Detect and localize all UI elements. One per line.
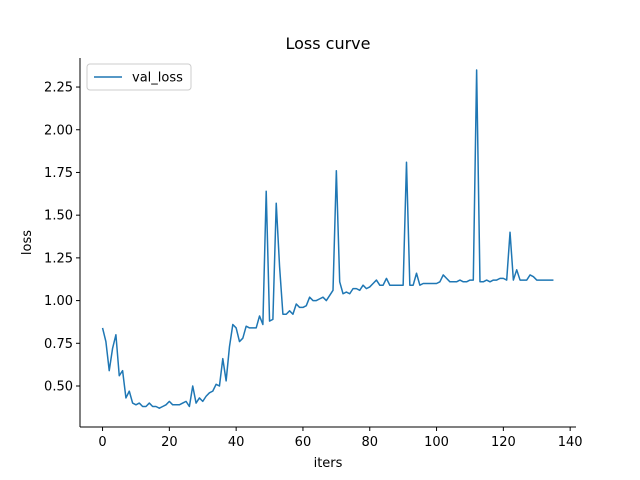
y-tick-label: 0.75 xyxy=(44,337,73,352)
y-tick-label: 2.00 xyxy=(44,123,73,138)
x-ticks: 0 20 40 60 80 100 120 140 xyxy=(98,427,583,450)
y-tick-label: 1.25 xyxy=(44,251,73,266)
x-tick-label: 40 xyxy=(228,435,245,450)
plot-area xyxy=(101,69,554,409)
legend-label-val-loss: val_loss xyxy=(132,71,183,86)
x-tick-label: 60 xyxy=(295,435,312,450)
series-line-val-loss xyxy=(101,69,554,409)
legend: val_loss xyxy=(86,63,192,91)
x-tick-label: 120 xyxy=(491,435,516,450)
x-tick-label: 80 xyxy=(361,435,378,450)
y-tick-label: 2.25 xyxy=(44,81,73,96)
y-tick-label: 0.50 xyxy=(44,380,73,395)
y-tick-label: 1.75 xyxy=(44,166,73,181)
x-axis-label: iters xyxy=(314,456,343,471)
y-ticks: 0.50 0.75 1.00 1.25 1.50 1.75 2.00 2.25 xyxy=(44,81,80,395)
x-tick-label: 20 xyxy=(161,435,178,450)
chart-title: Loss curve xyxy=(285,34,370,53)
x-tick-label: 100 xyxy=(424,435,449,450)
y-axis-label: loss xyxy=(20,230,35,255)
legend-frame xyxy=(86,63,192,91)
y-tick-label: 1.50 xyxy=(44,209,73,224)
x-tick-label: 140 xyxy=(558,435,583,450)
y-tick-label: 1.00 xyxy=(44,294,73,309)
axes xyxy=(79,58,576,428)
x-tick-label: 0 xyxy=(98,435,106,450)
